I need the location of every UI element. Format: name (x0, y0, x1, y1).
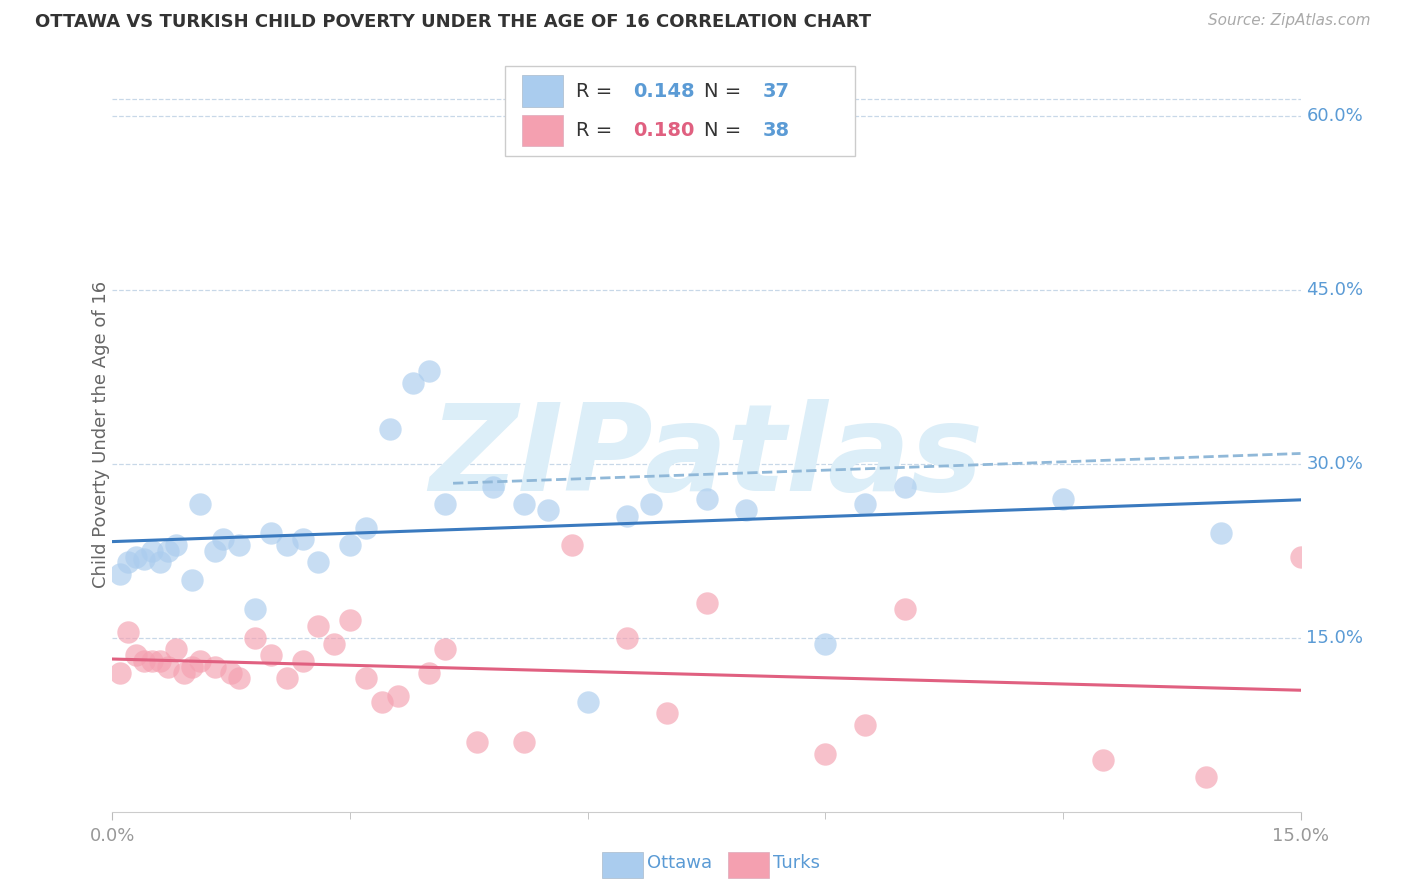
Point (465, 735, 488, 749)
Point (219, 665, 242, 680)
Text: 37: 37 (762, 82, 789, 101)
Point (696, 491, 718, 506)
Point (110, 665, 132, 680)
Point (180, 573, 202, 587)
Point (418, 364, 440, 378)
Point (165, 642, 187, 657)
Point (260, 648, 283, 662)
Text: N =: N = (704, 82, 748, 101)
Point (513, 735, 536, 749)
Point (165, 538, 187, 552)
Point (125, 648, 148, 662)
Point (307, 619, 329, 633)
Point (1289, 549, 1312, 564)
Point (110, 567, 132, 582)
Point (735, 503, 758, 517)
Point (387, 689, 409, 703)
Text: 30.0%: 30.0% (1306, 455, 1364, 473)
Point (434, 498, 457, 512)
Point (260, 526, 283, 541)
Point (354, 671, 377, 685)
Point (188, 498, 211, 512)
Point (434, 642, 457, 657)
Point (323, 637, 346, 651)
FancyBboxPatch shape (523, 75, 562, 107)
Point (339, 538, 361, 552)
Point (291, 654, 314, 668)
Text: 0.180: 0.180 (633, 120, 695, 140)
Point (481, 480, 503, 494)
Text: 60.0%: 60.0% (1306, 107, 1364, 125)
Point (149, 654, 172, 668)
Text: Source: ZipAtlas.com: Source: ZipAtlas.com (1208, 13, 1371, 29)
Text: 45.0%: 45.0% (1306, 281, 1364, 299)
Text: 0.148: 0.148 (633, 82, 695, 101)
Point (134, 654, 156, 668)
Point (149, 555, 172, 570)
Point (134, 552, 156, 566)
Point (156, 660, 179, 674)
Point (354, 521, 377, 535)
Point (814, 637, 837, 651)
Point (228, 671, 250, 685)
Point (513, 498, 536, 512)
Point (853, 498, 876, 512)
Point (537, 503, 560, 517)
Point (125, 549, 148, 564)
Point (180, 660, 202, 674)
Point (276, 538, 298, 552)
Point (561, 538, 583, 552)
Point (204, 544, 226, 558)
FancyBboxPatch shape (505, 65, 855, 156)
Point (893, 480, 915, 494)
Point (378, 422, 401, 436)
Point (156, 544, 179, 558)
Point (276, 671, 298, 685)
Point (371, 694, 394, 708)
Point (576, 694, 599, 708)
Point (339, 614, 361, 628)
Point (212, 532, 235, 546)
Point (696, 596, 718, 610)
Point (307, 555, 329, 570)
Point (814, 747, 837, 761)
Point (117, 624, 139, 639)
Point (117, 555, 139, 570)
Text: ZIPatlas: ZIPatlas (429, 399, 984, 516)
Point (655, 706, 678, 721)
Point (291, 532, 314, 546)
Text: R =: R = (576, 82, 619, 101)
Point (228, 538, 250, 552)
Point (1194, 770, 1216, 784)
Text: 15.0%: 15.0% (1306, 629, 1364, 647)
Point (204, 660, 226, 674)
Point (141, 544, 163, 558)
Point (243, 602, 266, 616)
Text: OTTAWA VS TURKISH CHILD POVERTY UNDER THE AGE OF 16 CORRELATION CHART: OTTAWA VS TURKISH CHILD POVERTY UNDER TH… (35, 13, 872, 31)
Point (243, 631, 266, 645)
Text: Turks: Turks (773, 855, 820, 872)
Point (188, 654, 211, 668)
Point (1091, 753, 1114, 767)
Point (1211, 526, 1233, 541)
Text: N =: N = (704, 120, 748, 140)
Point (418, 665, 440, 680)
Y-axis label: Child Poverty Under the Age of 16: Child Poverty Under the Age of 16 (93, 281, 110, 589)
Point (893, 602, 915, 616)
Point (402, 376, 425, 390)
Point (640, 498, 662, 512)
Point (616, 508, 638, 523)
Point (853, 717, 876, 731)
Point (173, 665, 195, 680)
Point (616, 631, 638, 645)
Text: R =: R = (576, 120, 619, 140)
Text: 38: 38 (762, 120, 790, 140)
Point (1052, 491, 1074, 506)
Text: Ottawa: Ottawa (647, 855, 711, 872)
Point (141, 654, 163, 668)
FancyBboxPatch shape (523, 114, 562, 146)
